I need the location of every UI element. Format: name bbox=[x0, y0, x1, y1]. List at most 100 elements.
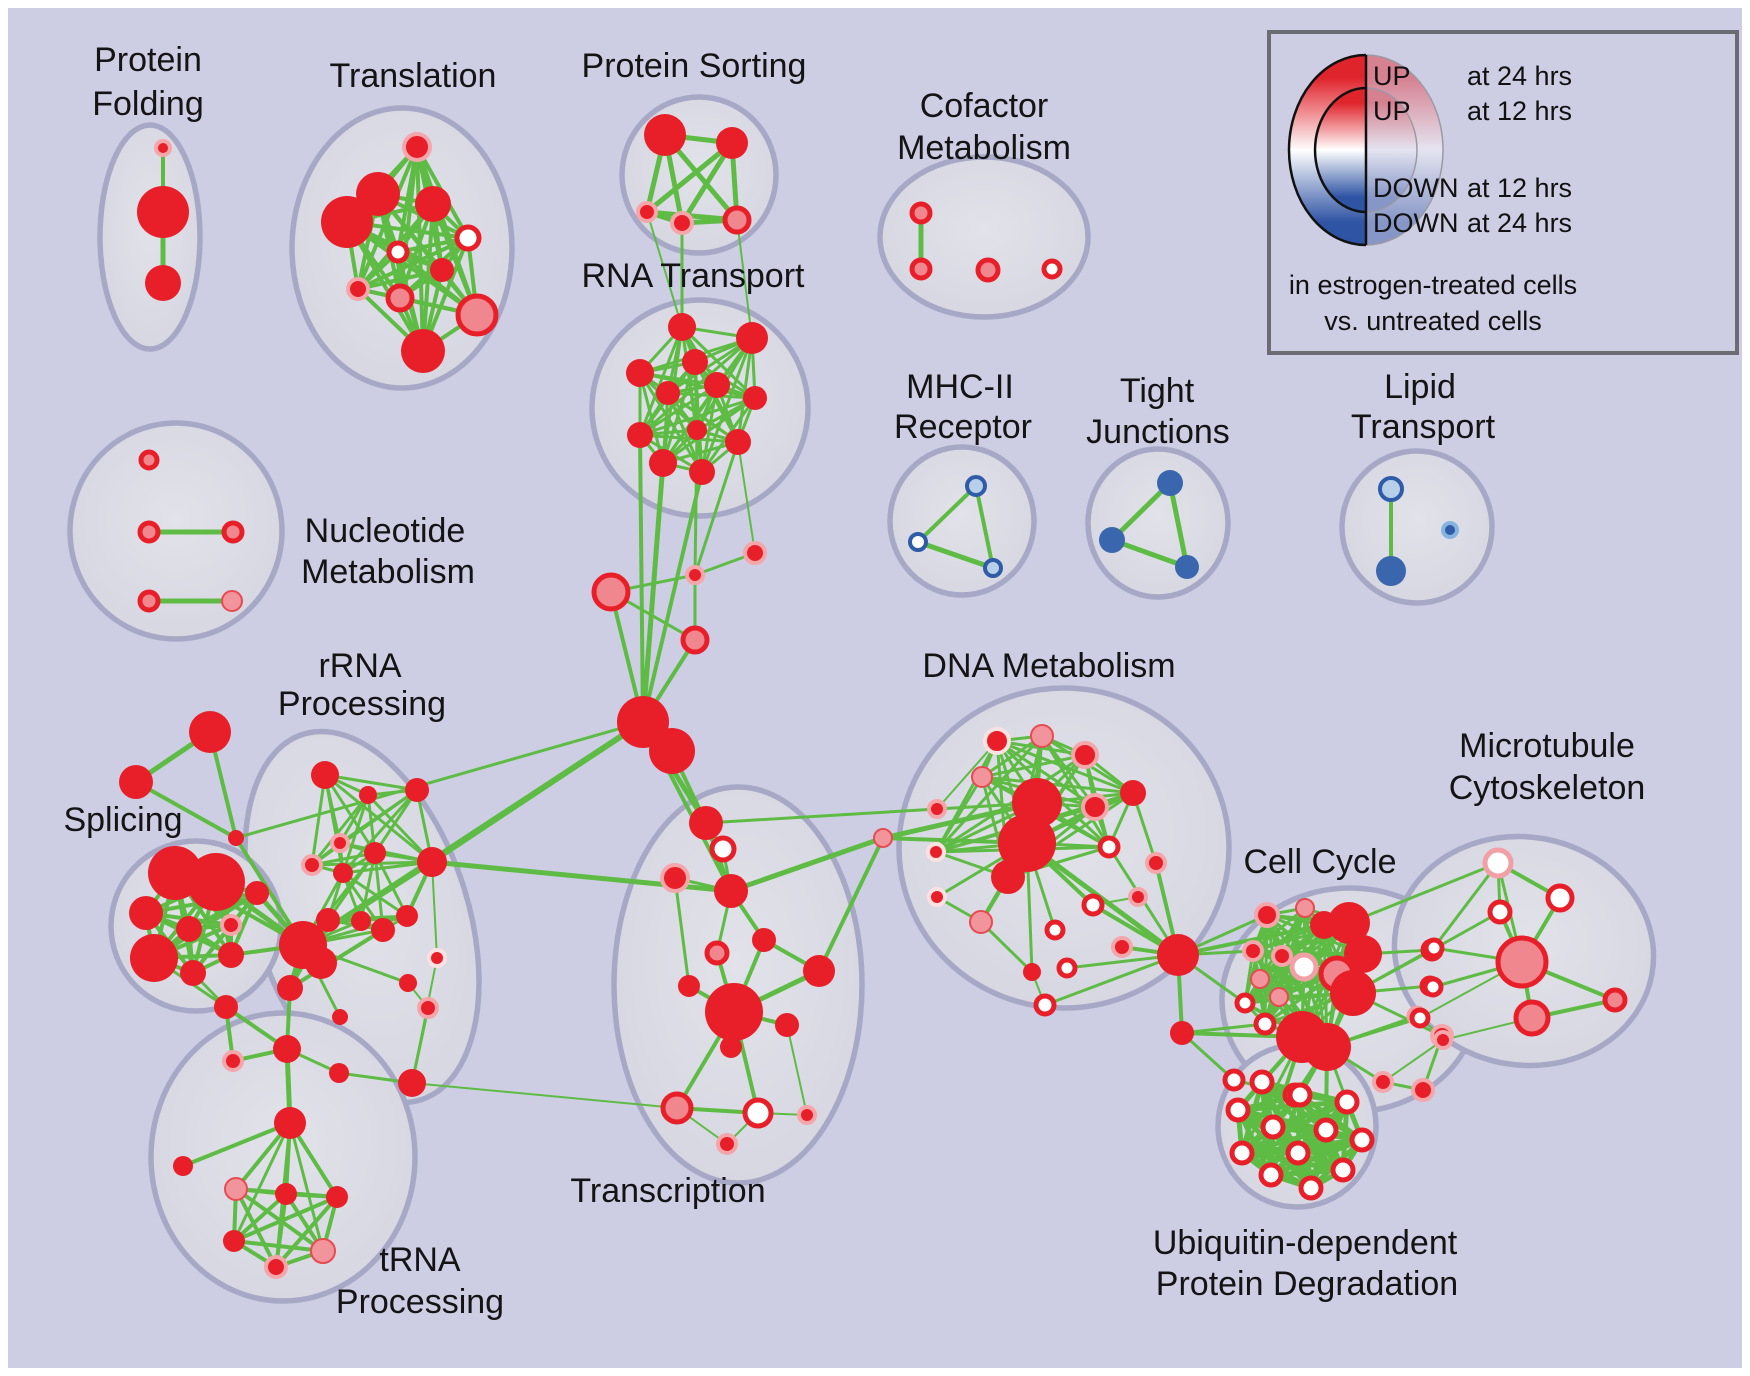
edge bbox=[1382, 1039, 1444, 1083]
node-dm3 bbox=[971, 766, 993, 788]
cluster-label-microtubule-cytoskeleton: Cytoskeleton bbox=[1449, 769, 1646, 807]
node-rr1 bbox=[359, 786, 377, 804]
node-sp5 bbox=[130, 934, 178, 982]
node-ub2 bbox=[1334, 1089, 1360, 1115]
node-rr0 bbox=[311, 761, 339, 789]
edge bbox=[638, 433, 645, 724]
edge bbox=[673, 876, 691, 988]
node-tc2 bbox=[660, 863, 690, 893]
node-sp3 bbox=[176, 916, 202, 942]
edge bbox=[640, 460, 666, 725]
node-tn11 bbox=[329, 1063, 349, 1083]
node-dm4 bbox=[927, 799, 947, 819]
node-st1 bbox=[119, 765, 153, 799]
node-tn1 bbox=[222, 1050, 244, 1072]
node-tn8 bbox=[223, 1230, 245, 1252]
node-dm17 bbox=[969, 910, 993, 934]
edge bbox=[341, 788, 419, 875]
node-tc10 bbox=[720, 1036, 742, 1058]
node-rt8 bbox=[687, 420, 707, 440]
cluster-label-lipid-transport: Lipid bbox=[1384, 368, 1456, 406]
edge bbox=[234, 1187, 278, 1269]
node-st2 bbox=[228, 830, 244, 846]
node-cc6 bbox=[1269, 987, 1289, 1007]
node-pf2 bbox=[145, 265, 181, 301]
legend-outer-outline-right bbox=[1365, 54, 1444, 246]
node-st0 bbox=[189, 711, 231, 753]
edge bbox=[980, 734, 1044, 779]
node-tj1 bbox=[1099, 527, 1125, 553]
edge bbox=[934, 734, 1044, 854]
node-tl10 bbox=[401, 329, 445, 373]
node-sp1 bbox=[187, 853, 245, 911]
edge bbox=[638, 396, 757, 437]
node-cc4 bbox=[1289, 952, 1319, 982]
node-rt6 bbox=[743, 386, 767, 410]
cluster-label-ubiquitin-degradation: Ubiquitin-dependent bbox=[1153, 1224, 1458, 1262]
edge bbox=[736, 219, 753, 339]
node-mc8 bbox=[1409, 1007, 1431, 1029]
node-dm13 bbox=[1097, 835, 1121, 859]
node-ub3 bbox=[1225, 1097, 1251, 1123]
cluster-label-mhc-ii-receptor: MHC-II bbox=[906, 368, 1014, 406]
node-tl1 bbox=[356, 172, 400, 216]
node-cf2 bbox=[975, 257, 1001, 283]
node-tl8 bbox=[385, 283, 415, 313]
node-ch1 bbox=[743, 541, 767, 565]
node-sp6 bbox=[180, 960, 206, 986]
cluster-label-trna-processing: tRNA bbox=[379, 1241, 461, 1279]
node-cc8 bbox=[1253, 1012, 1277, 1036]
node-nu4 bbox=[221, 590, 243, 612]
cluster-label-protein-folding: Folding bbox=[92, 85, 204, 123]
edge bbox=[641, 470, 704, 724]
legend-direction-label-3: DOWN bbox=[1373, 208, 1458, 238]
node-sp7 bbox=[218, 942, 244, 968]
edge bbox=[936, 740, 998, 810]
edge bbox=[638, 371, 757, 400]
edge bbox=[274, 1195, 339, 1269]
cluster-label-transcription: Transcription bbox=[570, 1172, 765, 1210]
node-mc0 bbox=[1482, 847, 1514, 879]
node-lp1 bbox=[1376, 556, 1406, 586]
node-mc3 bbox=[1423, 937, 1445, 959]
node-nu3 bbox=[137, 589, 161, 613]
node-dm11 bbox=[926, 842, 946, 862]
edge bbox=[666, 391, 740, 444]
edge bbox=[232, 1121, 292, 1243]
node-tn6 bbox=[275, 1183, 297, 1205]
node-tn9 bbox=[310, 1238, 336, 1264]
edge bbox=[356, 268, 444, 291]
node-ub6 bbox=[1349, 1127, 1375, 1153]
node-rr13 bbox=[427, 948, 447, 968]
node-rr8 bbox=[316, 908, 340, 932]
edge bbox=[680, 325, 757, 400]
node-rt7 bbox=[627, 422, 653, 448]
legend-outer-outline-left bbox=[1287, 53, 1367, 247]
node-pf0 bbox=[154, 139, 172, 157]
edge bbox=[646, 211, 683, 328]
node-cc0 bbox=[1254, 902, 1280, 928]
node-rt2 bbox=[682, 349, 708, 375]
edge bbox=[1347, 861, 1500, 925]
node-tl5 bbox=[386, 240, 410, 264]
node-cc5 bbox=[1250, 969, 1270, 989]
node-cc11 bbox=[1344, 935, 1382, 973]
node-tn4 bbox=[173, 1156, 193, 1176]
node-ub5 bbox=[1313, 1117, 1339, 1143]
node-dm16 bbox=[1081, 893, 1105, 917]
node-cc13 bbox=[1330, 970, 1376, 1016]
legend-time-label-1: at 12 hrs bbox=[1467, 96, 1572, 126]
cluster-label-dna-metabolism: DNA Metabolism bbox=[922, 647, 1175, 685]
node-tj2 bbox=[1175, 555, 1199, 579]
node-ub10 bbox=[1258, 1162, 1284, 1188]
node-tc6 bbox=[678, 975, 700, 997]
node-nu0 bbox=[138, 449, 160, 471]
edge bbox=[736, 336, 754, 444]
cluster-label-rna-transport: RNA Transport bbox=[582, 257, 806, 295]
node-rt11 bbox=[689, 459, 715, 485]
node-cc10 bbox=[1328, 902, 1370, 944]
node-tn3 bbox=[274, 1107, 306, 1139]
edge bbox=[693, 360, 740, 444]
node-tn5 bbox=[224, 1177, 248, 1201]
